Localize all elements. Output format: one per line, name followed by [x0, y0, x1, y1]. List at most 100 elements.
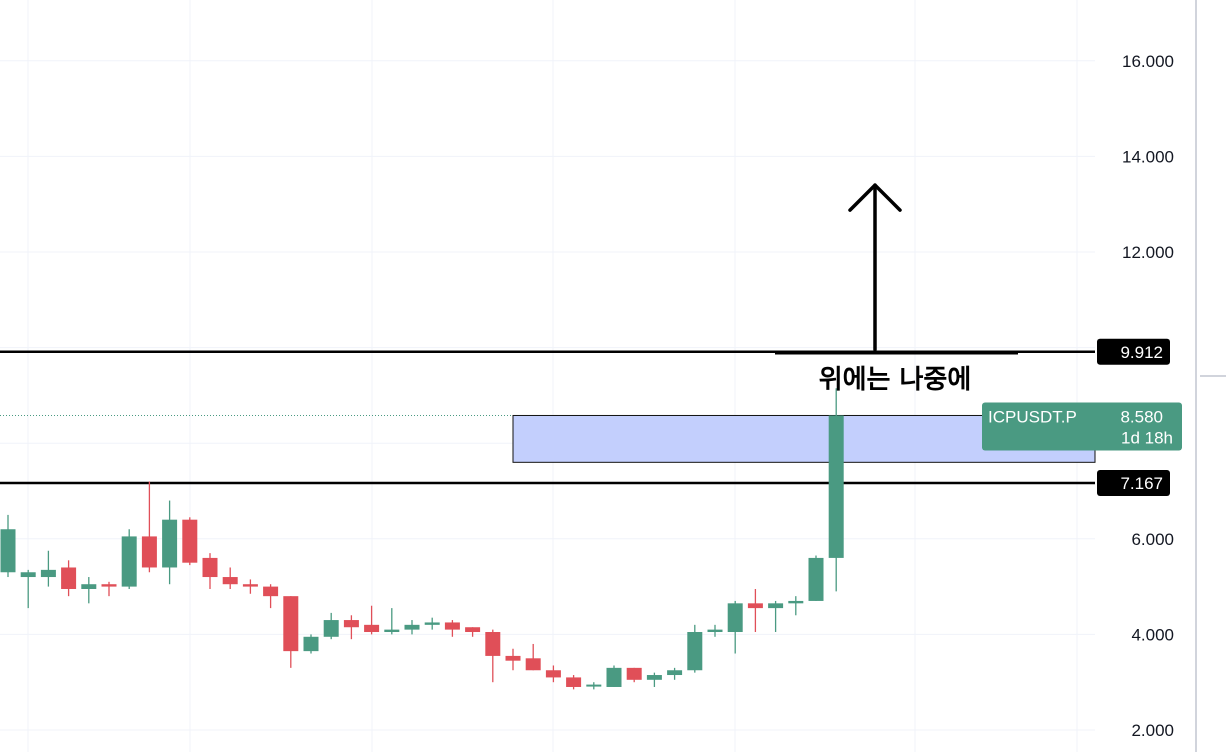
candle-body: [404, 624, 420, 630]
candle: [0, 514, 16, 578]
candle-body: [121, 536, 137, 587]
up-arrow-annotation: [848, 183, 902, 352]
candle-body: [20, 572, 36, 578]
price-tag[interactable]: [1097, 338, 1170, 365]
candle-body: [505, 655, 521, 661]
candle-body: [606, 667, 622, 687]
candle-body: [707, 629, 723, 633]
candle-body: [525, 658, 541, 671]
candle: [323, 612, 339, 640]
candle: [384, 608, 400, 635]
candle: [182, 517, 198, 566]
candle-body: [81, 584, 97, 589]
countdown-label: 1d 18h: [1121, 428, 1173, 447]
price-tag-label: 9.912: [1120, 343, 1163, 362]
candle: [424, 617, 440, 630]
candle: [788, 596, 804, 616]
candle-body: [384, 629, 400, 633]
candle-body: [788, 600, 804, 604]
candle-body: [263, 586, 279, 597]
candle-body: [141, 536, 157, 568]
candle-body: [646, 675, 662, 680]
candle-body: [222, 577, 238, 585]
symbol-label: ICPUSDT.P: [988, 407, 1077, 426]
last-price-label: 8.580: [1120, 407, 1163, 426]
candle: [202, 553, 218, 589]
candle: [707, 624, 723, 637]
candle-body: [465, 627, 481, 633]
candle: [101, 581, 117, 597]
candle: [646, 672, 662, 687]
candle-body: [182, 519, 198, 563]
candle: [667, 667, 683, 680]
y-tick-label: 4.000: [1131, 625, 1174, 644]
candle: [404, 620, 420, 635]
candle: [121, 529, 137, 589]
candle: [545, 665, 561, 683]
candle: [141, 481, 157, 573]
candle: [465, 627, 481, 637]
candle-body: [40, 569, 56, 578]
candle-body: [828, 415, 844, 558]
candle-body: [0, 529, 16, 573]
candle: [747, 588, 763, 633]
candle-body: [687, 632, 703, 671]
candle: [566, 675, 582, 690]
candle: [222, 567, 238, 589]
horizontal-lines-layer[interactable]: [0, 350, 1095, 485]
candle: [444, 620, 460, 637]
symbol-price-tag[interactable]: [982, 402, 1182, 451]
candle-body: [545, 670, 561, 678]
candle: [808, 555, 824, 601]
candle-body: [364, 624, 380, 633]
candle: [687, 624, 703, 673]
candle-body: [566, 677, 582, 687]
candle: [828, 388, 844, 592]
candle: [343, 615, 359, 640]
candle: [768, 600, 784, 633]
y-tick-label: 6.000: [1131, 530, 1174, 549]
candle-body: [61, 567, 77, 589]
candle-body: [747, 603, 763, 609]
y-tick-label: 14.000: [1122, 147, 1174, 166]
candle: [263, 584, 279, 609]
candle-body: [283, 596, 299, 652]
candle: [40, 550, 56, 587]
candle-body: [343, 620, 359, 628]
candle-body: [303, 636, 319, 652]
arrow-head: [848, 183, 902, 212]
annotation-text: 위에는 나중에: [819, 365, 972, 395]
y-tick-label: 12.000: [1122, 243, 1174, 262]
candle-body: [162, 519, 178, 568]
y-tick-label: 2.000: [1131, 721, 1174, 740]
candle: [485, 629, 501, 683]
y-tick-label: 16.000: [1122, 52, 1174, 71]
candle: [727, 600, 743, 654]
candle: [303, 634, 319, 654]
candle-body: [242, 584, 258, 587]
candle-body: [667, 670, 683, 676]
candle-body: [444, 622, 460, 630]
candle: [606, 665, 622, 687]
candle-body: [808, 557, 824, 601]
candle: [242, 579, 258, 594]
candle: [162, 500, 178, 585]
candle: [586, 682, 602, 690]
candle: [626, 667, 642, 683]
candlestick-series: [0, 388, 844, 690]
candle-body: [768, 603, 784, 609]
candle-body: [586, 684, 602, 687]
candle: [81, 577, 97, 604]
candle-body: [323, 620, 339, 637]
price-tag[interactable]: [1097, 470, 1170, 497]
price-tag-label: 7.167: [1120, 474, 1163, 493]
candle: [364, 605, 380, 635]
candle-body: [202, 557, 218, 578]
candle: [20, 569, 36, 609]
candle: [283, 596, 299, 668]
price-axis[interactable]: 2.000 4.000 6.000 12.000 14.000 16.000 9.912 7.…: [982, 0, 1226, 752]
candle-body: [101, 584, 117, 587]
candle-body: [727, 603, 743, 633]
candle: [505, 648, 521, 671]
